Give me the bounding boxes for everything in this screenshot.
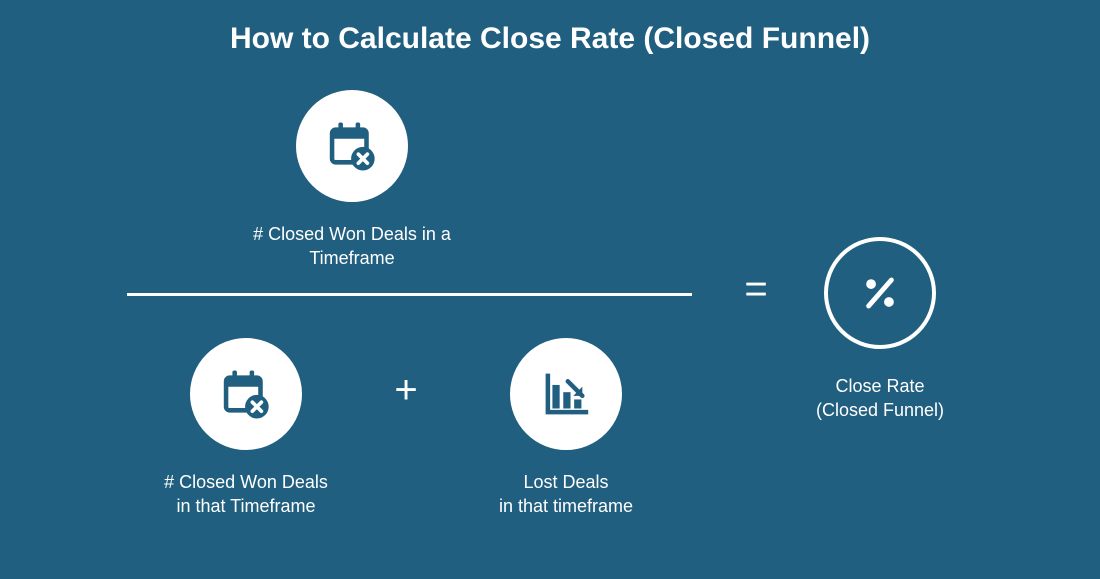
denominator-right-label: Lost Deals in that timeframe — [416, 470, 716, 519]
fraction-divider — [127, 293, 692, 296]
percent-icon — [854, 267, 906, 319]
result-label-line2: (Closed Funnel) — [730, 398, 1030, 422]
result-label: Close Rate (Closed Funnel) — [730, 374, 1030, 423]
denominator-right-label-line1: Lost Deals — [416, 470, 716, 494]
calendar-x-icon — [323, 117, 381, 175]
equals-operator: = — [726, 267, 786, 312]
result-icon-circle — [824, 237, 936, 349]
denominator-left-label: # Closed Won Deals in that Timeframe — [96, 470, 396, 519]
denominator-right-label-line2: in that timeframe — [416, 494, 716, 518]
result-label-line1: Close Rate — [730, 374, 1030, 398]
numerator-label: # Closed Won Deals in a Timeframe — [202, 222, 502, 271]
plus-operator: + — [376, 368, 436, 413]
numerator-label-line1: # Closed Won Deals in a — [202, 222, 502, 246]
bar-down-icon — [537, 365, 595, 423]
denominator-left-label-line2: in that Timeframe — [96, 494, 396, 518]
infographic-canvas: How to Calculate Close Rate (Closed Funn… — [0, 0, 1100, 579]
numerator-icon-circle — [296, 90, 408, 202]
numerator-label-line2: Timeframe — [202, 246, 502, 270]
denominator-right-icon-circle — [510, 338, 622, 450]
page-title: How to Calculate Close Rate (Closed Funn… — [0, 22, 1100, 56]
calendar-x-icon — [217, 365, 275, 423]
denominator-left-label-line1: # Closed Won Deals — [96, 470, 396, 494]
denominator-left-icon-circle — [190, 338, 302, 450]
